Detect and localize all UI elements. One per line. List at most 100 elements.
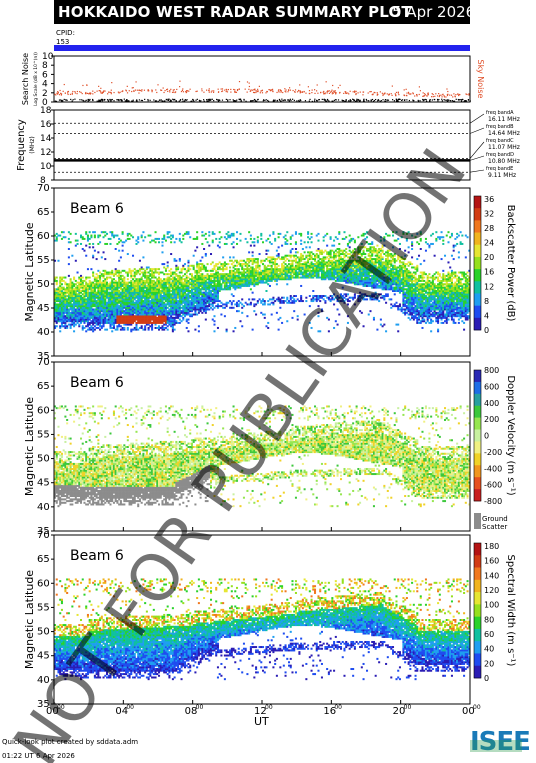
scatter-cell — [286, 283, 288, 285]
search-noise-point — [144, 99, 145, 100]
sky-noise-point — [203, 92, 204, 93]
freq-tick-label: 14 — [40, 134, 52, 144]
sky-noise-point — [272, 91, 273, 92]
scatter-cell — [330, 236, 332, 238]
sky-noise-point — [345, 92, 346, 93]
scatter-cell — [250, 302, 252, 304]
scatter-cell — [97, 275, 99, 277]
search-noise-point — [309, 100, 310, 101]
scatter-cell — [187, 260, 189, 262]
scatter-cell — [120, 325, 122, 327]
scatter-cell — [182, 278, 184, 280]
scatter-cell — [281, 300, 283, 302]
scatter-cell — [99, 272, 101, 274]
scatter-cell — [156, 272, 158, 274]
sky-noise-point — [188, 91, 189, 92]
scatter-cell — [337, 248, 339, 250]
scatter-cell — [319, 250, 321, 252]
scatter-cell — [194, 275, 196, 277]
scatter-cell — [203, 292, 205, 294]
scatter-cell — [333, 245, 335, 247]
search-noise-point — [132, 101, 133, 102]
scatter-cell — [239, 277, 241, 279]
scatter-cell — [278, 265, 280, 267]
scatter-cell — [161, 238, 163, 240]
scatter-cell — [231, 270, 233, 272]
scatter-cell — [85, 245, 87, 247]
search-noise-point — [147, 99, 148, 100]
scatter-cell — [267, 322, 269, 324]
sky-noise-point — [451, 95, 452, 96]
freq-band-value: 11.07 MHz — [488, 144, 520, 151]
scatter-cell — [285, 263, 287, 265]
sky-noise-point — [348, 93, 349, 94]
scatter-cell — [281, 256, 283, 258]
scatter-cell — [286, 302, 288, 304]
scatter-cell — [246, 315, 248, 317]
scatter-cell — [175, 273, 177, 275]
scatter-cell — [134, 315, 136, 317]
scatter-cell — [265, 325, 267, 327]
scatter-cell — [161, 295, 163, 297]
scatter-cell — [146, 275, 148, 277]
scatter-cell — [113, 235, 115, 237]
scatter-cell — [168, 231, 170, 233]
scatter-cell — [59, 325, 61, 327]
sky-noise-point — [354, 91, 355, 92]
scatter-cell — [158, 277, 160, 279]
sky-noise-point — [387, 93, 388, 94]
sky-noise-point — [190, 89, 191, 90]
noise-tick-label: 4 — [42, 80, 48, 90]
scatter-cell — [135, 240, 137, 242]
sky-noise-point — [416, 94, 417, 95]
scatter-cell — [194, 250, 196, 252]
sky-noise-point — [60, 93, 61, 94]
scatter-cell — [283, 277, 285, 279]
scatter-cell — [298, 256, 300, 258]
scatter-cell — [184, 263, 186, 265]
scatter-cell — [163, 324, 165, 326]
scatter-cell — [144, 290, 146, 292]
scatter-cell — [201, 243, 203, 245]
search-noise-point — [327, 99, 328, 100]
sky-noise-point — [289, 87, 290, 88]
search-noise-point — [266, 99, 267, 100]
scatter-cell — [210, 303, 212, 305]
search-noise-point — [128, 101, 129, 102]
scatter-cell — [135, 300, 137, 302]
scatter-cell — [130, 329, 132, 331]
scatter-cell — [246, 241, 248, 243]
scatter-cell — [89, 246, 91, 248]
scatter-cell — [227, 235, 229, 237]
scatter-cell — [283, 300, 285, 302]
sky-noise-point — [433, 96, 434, 97]
search-noise-point — [162, 101, 163, 102]
scatter-cell — [182, 275, 184, 277]
scatter-cell — [87, 283, 89, 285]
scatter-cell — [309, 246, 311, 248]
scatter-cell — [241, 325, 243, 327]
scatter-cell — [189, 273, 191, 275]
scatter-cell — [155, 231, 157, 233]
sky-noise-point — [206, 90, 207, 91]
scatter-cell — [189, 278, 191, 280]
scatter-cell — [116, 275, 118, 277]
search-noise-point — [88, 100, 89, 101]
scatter-cell — [181, 307, 183, 309]
scatter-cell — [276, 255, 278, 257]
scatter-cell — [64, 277, 66, 279]
scatter-cell — [300, 263, 302, 265]
scatter-cell — [207, 273, 209, 275]
scatter-cell — [207, 241, 209, 243]
scatter-cell — [80, 243, 82, 245]
scatter-cell — [56, 233, 58, 235]
sky-noise-point — [68, 94, 69, 95]
sky-noise-label: Sky Noise — [476, 60, 485, 99]
scatter-cell — [300, 253, 302, 255]
scatter-cell — [94, 308, 96, 310]
scatter-cell — [231, 307, 233, 309]
scatter-cell — [153, 268, 155, 270]
scatter-cell — [96, 273, 98, 275]
scatter-cell — [305, 255, 307, 257]
